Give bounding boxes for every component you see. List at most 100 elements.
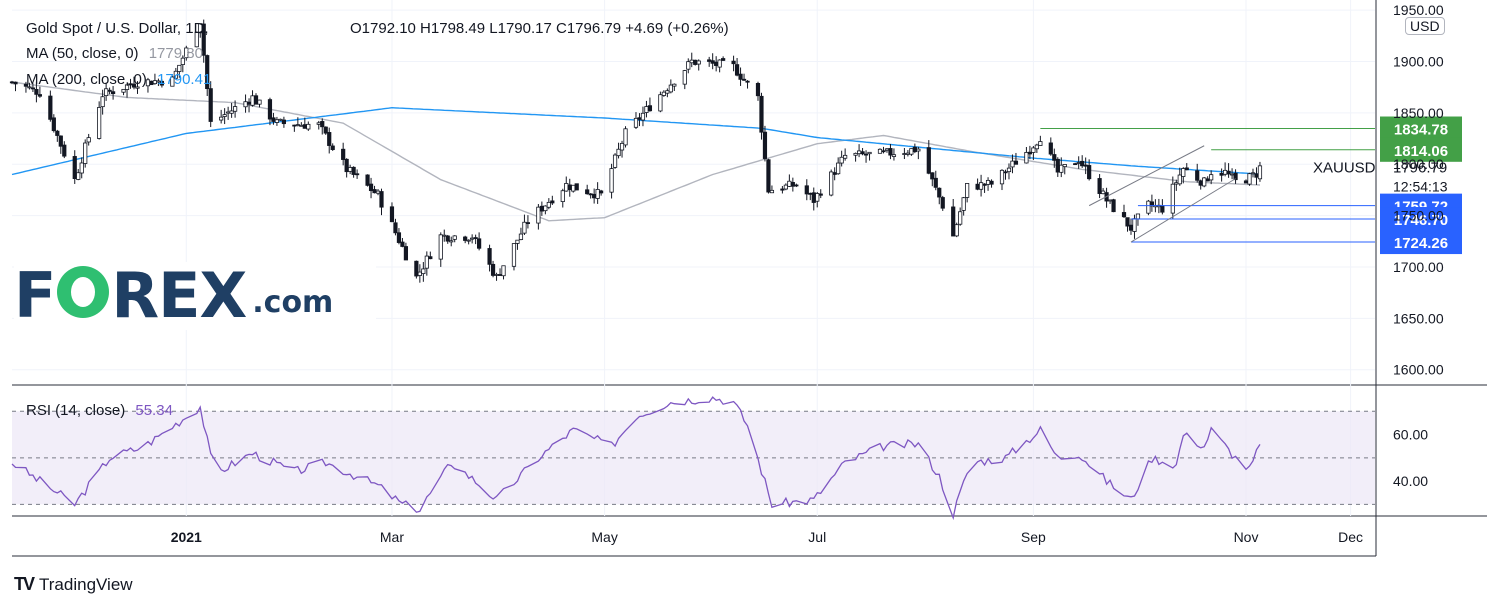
currency-badge[interactable]: USD	[1405, 17, 1445, 35]
candle-body	[222, 114, 227, 117]
candle-body	[442, 234, 447, 237]
candle-body	[1048, 142, 1053, 155]
candle-body	[543, 205, 548, 212]
candle-body	[1010, 160, 1015, 168]
candle-body	[246, 101, 252, 105]
tradingview-icon: TV	[14, 574, 35, 594]
candle-body	[1027, 151, 1032, 155]
candle-body	[710, 60, 715, 64]
rsi-legend[interactable]: RSI (14, close) 55.34	[26, 402, 173, 419]
candle-body	[501, 265, 506, 277]
ma200-legend[interactable]: MA (200, close, 0) 1790.41	[26, 71, 211, 88]
candle-body	[574, 183, 579, 191]
candle-body	[525, 222, 531, 224]
candle-body	[623, 128, 628, 146]
candle-body	[721, 58, 726, 61]
candle-body	[937, 187, 942, 198]
ma200-label[interactable]: MA (200, close, 0)	[26, 71, 147, 88]
candle-body	[1076, 162, 1081, 164]
candle-body	[104, 88, 109, 97]
candle-body	[180, 57, 185, 65]
candle-body	[1052, 154, 1057, 161]
candle-body	[982, 183, 987, 186]
candle-body	[787, 180, 792, 187]
candle-body	[83, 142, 88, 164]
rsi-label[interactable]: RSI (14, close)	[26, 402, 126, 419]
candle-body	[365, 174, 370, 186]
candle-body	[355, 173, 360, 176]
candle-body	[348, 167, 353, 172]
candle-body	[1013, 160, 1019, 165]
candle-body	[79, 162, 84, 174]
candle-body	[619, 142, 625, 151]
candle-body	[414, 260, 419, 277]
candle-body	[811, 192, 816, 203]
candle-body	[257, 99, 262, 105]
candle-body	[734, 64, 740, 76]
candle-body	[1257, 165, 1263, 180]
candle-body	[560, 190, 565, 202]
candle-body	[121, 88, 126, 93]
candle-body	[794, 184, 799, 187]
candle-body	[351, 166, 356, 175]
candle-body	[1003, 171, 1008, 174]
candle-body	[564, 183, 569, 192]
candle-body	[755, 82, 761, 97]
candle-body	[428, 256, 433, 260]
tradingview-logo[interactable]: TV TradingView	[14, 574, 133, 595]
symbol-title[interactable]: Gold Spot / U.S. Dollar, 1D,	[26, 20, 209, 37]
candle-body	[302, 124, 307, 129]
ma50-label[interactable]: MA (50, close, 0)	[26, 45, 139, 62]
candle-body	[912, 146, 917, 153]
candle-body	[644, 106, 649, 113]
candle-body	[219, 116, 224, 121]
candle-body	[477, 238, 482, 249]
level-tag	[1380, 116, 1462, 141]
candle-body	[989, 180, 994, 185]
candle-body	[173, 70, 178, 79]
symbol-legend[interactable]: Gold Spot / U.S. Dollar, 1D, O1792.10 H1…	[26, 20, 729, 37]
candle-body	[1205, 178, 1210, 182]
candle-body	[647, 105, 653, 112]
symbol-label: XAUUSD	[1313, 160, 1376, 177]
candle-body	[1111, 199, 1116, 213]
candle-body	[1146, 200, 1151, 214]
candle-body	[1170, 183, 1175, 214]
candle-body	[58, 135, 63, 147]
candle-body	[609, 168, 614, 193]
candle-body	[884, 148, 890, 151]
candle-body	[1226, 170, 1231, 175]
candle-body	[9, 81, 15, 84]
candle-body	[714, 61, 719, 66]
candle-body	[696, 60, 701, 65]
candle-body	[1073, 163, 1078, 166]
candle-body	[497, 274, 503, 276]
candle-body	[790, 182, 795, 187]
candle-body	[1247, 173, 1252, 185]
candle-body	[1195, 170, 1200, 181]
candle-body	[274, 119, 280, 123]
countdown-label: 12:54:13	[1393, 179, 1448, 195]
level-tag-label: 1814.06	[1394, 143, 1448, 160]
candle-body	[550, 200, 555, 204]
forex-watermark: F REX .com	[14, 262, 376, 330]
candle-body	[637, 117, 642, 120]
candle-body	[1177, 174, 1182, 185]
candle-body	[571, 184, 576, 192]
candle-body	[1006, 167, 1012, 173]
ma50-legend[interactable]: MA (50, close, 0) 1779.80	[26, 45, 203, 62]
candle-body	[323, 126, 328, 134]
candle-body	[909, 148, 914, 155]
candle-body	[745, 80, 750, 83]
candle-body	[292, 124, 297, 127]
candle-body	[1198, 180, 1203, 186]
candle-body	[1160, 205, 1165, 213]
price-tick-label: 1950.00	[1393, 2, 1444, 18]
candle-body	[1024, 152, 1029, 164]
candle-body	[902, 153, 907, 155]
candle-body	[110, 91, 116, 95]
candle-body	[546, 201, 551, 208]
candle-body	[1121, 212, 1127, 218]
